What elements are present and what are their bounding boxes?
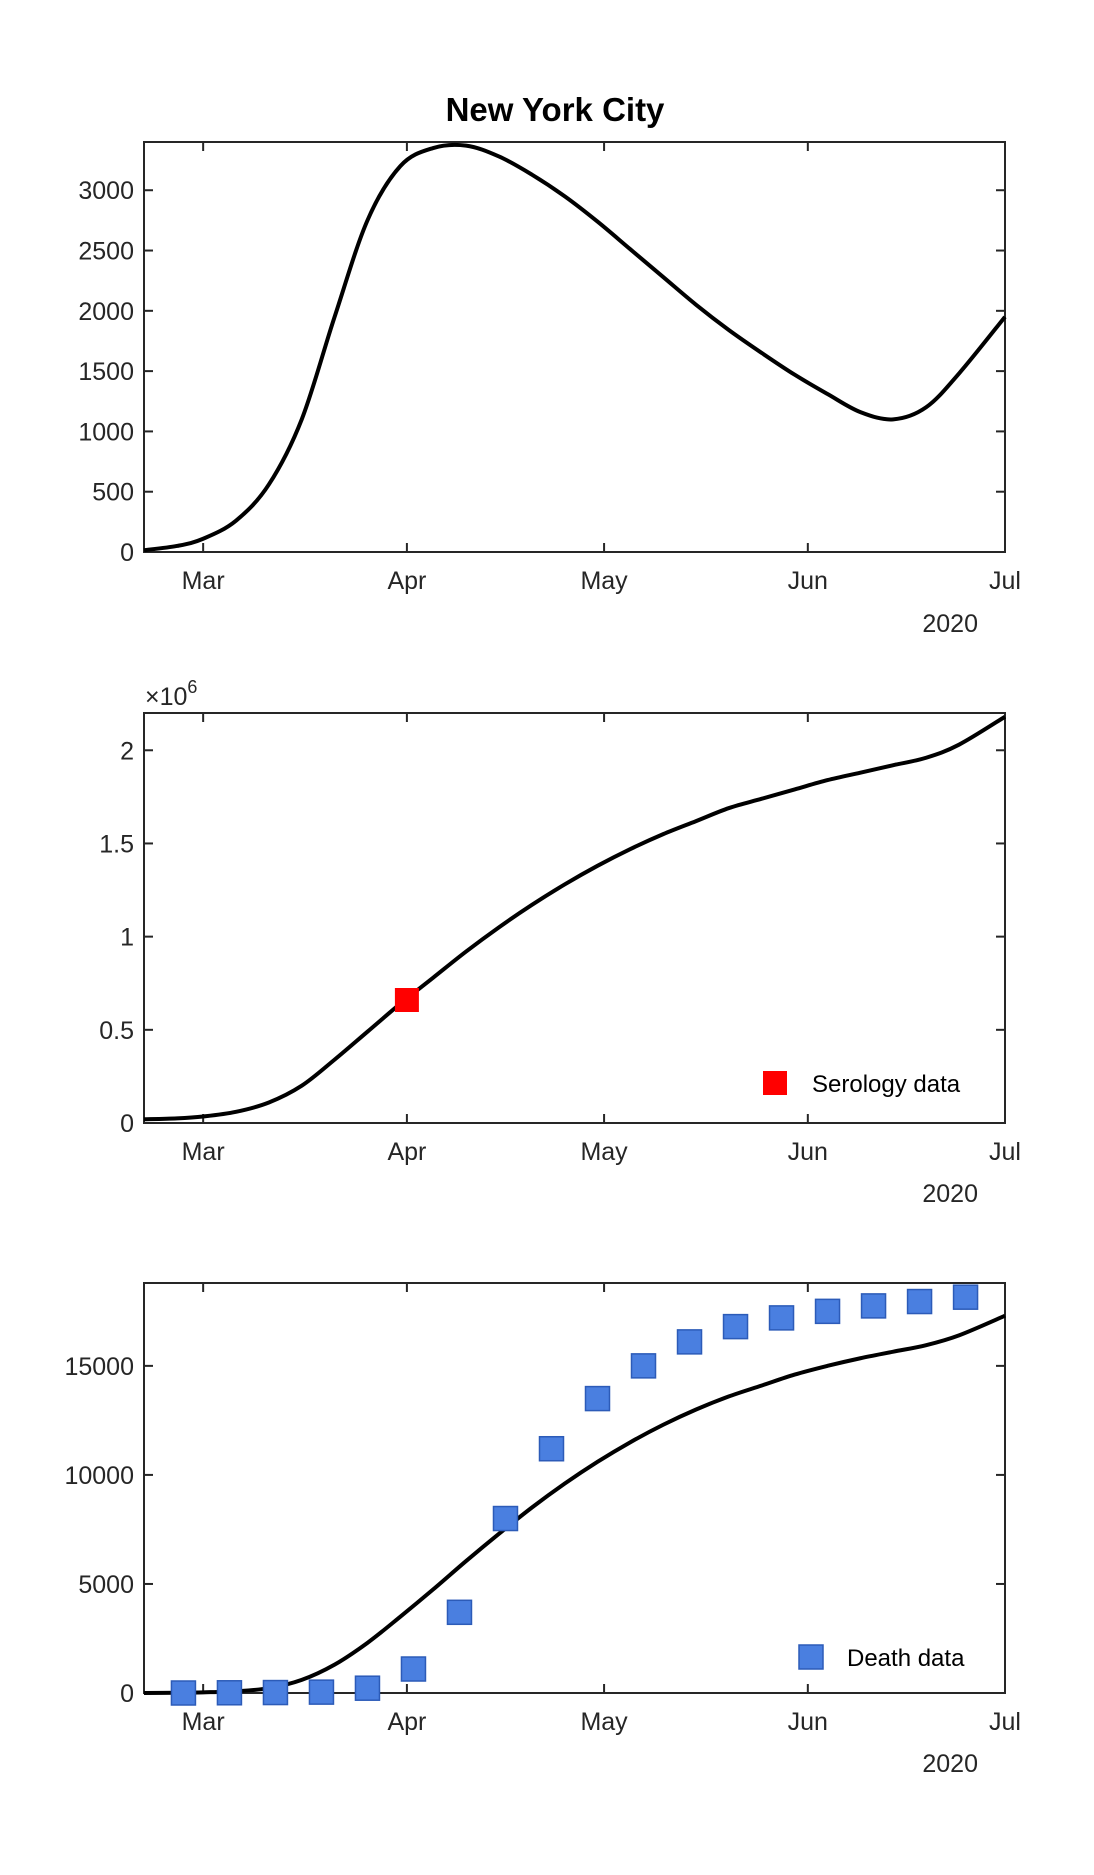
deaths-y-tick-label: 10000 bbox=[64, 1462, 134, 1490]
infections-x-tick-label: Apr bbox=[387, 1138, 426, 1166]
deaths-y-ticks: 0 5000 10000 15000 bbox=[64, 1353, 1005, 1708]
cases-y-tick-label: 1000 bbox=[78, 418, 134, 446]
death-data-point bbox=[584, 1385, 611, 1412]
death-data-point bbox=[860, 1293, 887, 1319]
infections-x-tick-label: May bbox=[580, 1138, 628, 1166]
cases-plot-area bbox=[143, 142, 1007, 553]
infections-y-tick-label: 2 bbox=[120, 737, 134, 765]
infections-x-tick-label: Jul bbox=[989, 1138, 1021, 1166]
death-data-point bbox=[676, 1329, 703, 1355]
deaths-y-tick-label: 0 bbox=[120, 1680, 134, 1708]
cases-x-tick-label: Apr bbox=[387, 567, 426, 595]
deaths-x-tick-label: Jul bbox=[989, 1708, 1021, 1736]
infections-y-ticks: 0 0.5 1 1.5 2 bbox=[99, 737, 1005, 1138]
exponent-base: ×10 bbox=[145, 683, 187, 711]
cases-panel: Mar Apr May Jun Jul 0 500 1000 1500 2000 2500 3000… bbox=[78, 141, 1021, 638]
death-data-point bbox=[630, 1353, 657, 1379]
death-data-point bbox=[538, 1435, 565, 1462]
infections-axes-box bbox=[143, 712, 1006, 1124]
deaths-year-label: 2020 bbox=[922, 1750, 978, 1778]
infections-x-tick-label: Mar bbox=[182, 1138, 225, 1166]
cases-y-tick-label: 0 bbox=[120, 539, 134, 567]
infections-y-tick-label: 1 bbox=[120, 924, 134, 952]
death-data-point bbox=[400, 1656, 427, 1682]
cases-y-tick-label: 500 bbox=[92, 479, 134, 507]
death-data-point bbox=[492, 1505, 519, 1532]
cases-x-tick-label: Jun bbox=[788, 567, 828, 595]
death-data-point bbox=[722, 1313, 749, 1340]
deaths-x-ticks: Mar Apr May Jun Jul bbox=[182, 1283, 1021, 1736]
infections-y-tick-label: 0.5 bbox=[99, 1017, 134, 1045]
death-data-point bbox=[170, 1680, 197, 1706]
cases-x-tick-label: Mar bbox=[182, 567, 225, 595]
death-legend: Death data bbox=[798, 1644, 965, 1672]
infections-year-label: 2020 bbox=[922, 1180, 978, 1208]
death-legend-label: Death data bbox=[847, 1645, 965, 1672]
infections-y-tick-label: 0 bbox=[120, 1110, 134, 1138]
serology-data-point bbox=[394, 988, 419, 1012]
death-data-point bbox=[906, 1288, 933, 1315]
infections-model-curve bbox=[143, 715, 1007, 1122]
cases-y-tick-label: 2000 bbox=[78, 298, 134, 326]
death-data-point bbox=[262, 1679, 289, 1706]
deaths-plot-area bbox=[143, 1284, 1006, 1706]
cases-model-curve bbox=[143, 142, 1007, 553]
deaths-y-tick-label: 15000 bbox=[64, 1353, 134, 1381]
deaths-y-tick-label: 5000 bbox=[78, 1571, 134, 1599]
exponent-power: 6 bbox=[187, 677, 197, 697]
cases-year-label: 2020 bbox=[922, 610, 978, 638]
cases-y-ticks: 0 500 1000 1500 2000 2500 3000 bbox=[78, 177, 1005, 567]
cases-y-tick-label: 1500 bbox=[78, 358, 134, 386]
death-data-point bbox=[216, 1680, 243, 1706]
infections-y-tick-label: 1.5 bbox=[99, 830, 134, 858]
serology-legend-marker bbox=[763, 1071, 787, 1095]
death-data-point bbox=[308, 1679, 335, 1705]
death-data-point bbox=[446, 1599, 473, 1626]
deaths-x-tick-label: Apr bbox=[387, 1708, 426, 1736]
deaths-x-tick-label: Jun bbox=[788, 1708, 828, 1736]
deaths-x-tick-label: Mar bbox=[182, 1708, 225, 1736]
serology-legend-label: Serology data bbox=[812, 1071, 961, 1098]
deaths-axes-box bbox=[143, 1282, 1006, 1694]
cases-x-tick-label: Jul bbox=[989, 567, 1021, 595]
deaths-model-curve bbox=[143, 1313, 1006, 1695]
infections-plot-area bbox=[143, 715, 1007, 1122]
cases-y-tick-label: 2500 bbox=[78, 238, 134, 266]
deaths-panel: Mar Apr May Jun Jul 0 5000 10000 15000 Death da… bbox=[64, 1282, 1021, 1778]
death-data-point bbox=[814, 1298, 841, 1325]
figure-title: New York City bbox=[446, 91, 665, 128]
cases-y-tick-label: 3000 bbox=[78, 177, 134, 205]
infections-panel: Mar Apr May Jun Jul 0 0.5 1 1.5 2 ×106 Serology … bbox=[99, 677, 1021, 1208]
death-data-point bbox=[354, 1675, 381, 1701]
serology-legend: Serology data bbox=[763, 1071, 961, 1098]
death-legend-marker bbox=[798, 1644, 824, 1670]
cases-x-ticks: Mar Apr May Jun Jul bbox=[182, 142, 1021, 595]
cases-axes-box bbox=[143, 141, 1006, 553]
death-data-point bbox=[768, 1305, 795, 1331]
cases-x-tick-label: May bbox=[580, 567, 628, 595]
deaths-x-tick-label: May bbox=[580, 1708, 628, 1736]
infections-y-exponent: ×106 bbox=[145, 677, 197, 711]
infections-x-ticks: Mar Apr May Jun Jul bbox=[182, 713, 1021, 1166]
infections-x-tick-label: Jun bbox=[788, 1138, 828, 1166]
death-data-point bbox=[952, 1284, 979, 1310]
